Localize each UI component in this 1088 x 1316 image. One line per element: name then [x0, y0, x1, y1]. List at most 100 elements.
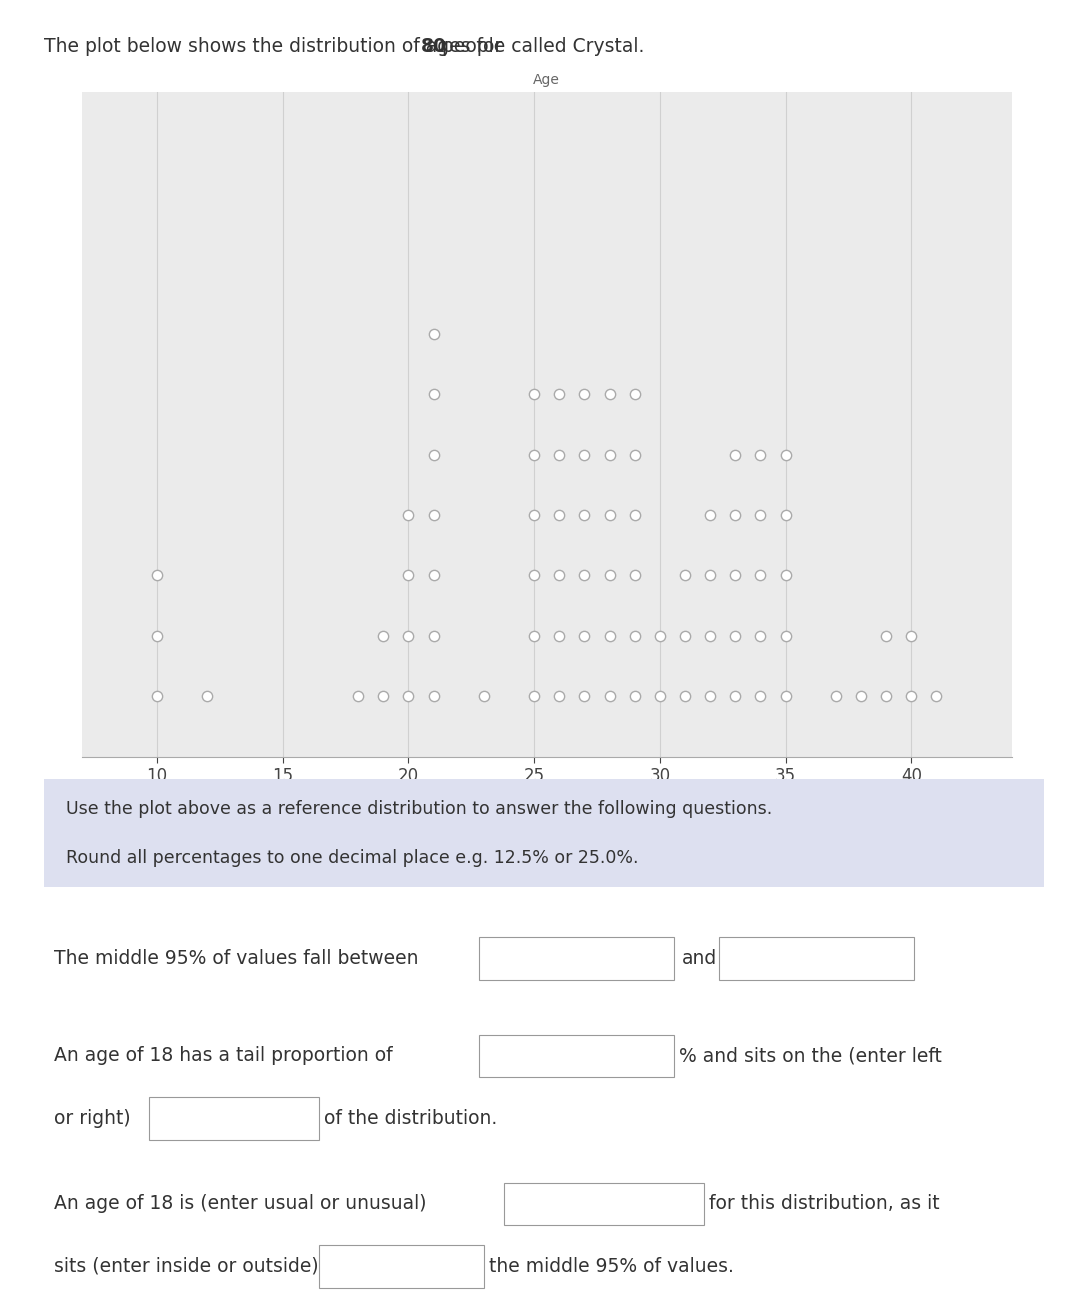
Point	[349, 686, 367, 707]
Point	[752, 443, 769, 465]
Point	[425, 324, 443, 345]
Point	[702, 686, 719, 707]
Text: An age of 18 has a tail proportion of: An age of 18 has a tail proportion of	[53, 1046, 392, 1066]
Text: % and sits on the (enter left: % and sits on the (enter left	[679, 1046, 942, 1066]
Point	[374, 686, 392, 707]
Point	[727, 686, 744, 707]
Point	[677, 565, 694, 586]
Point	[601, 686, 618, 707]
Point	[425, 686, 443, 707]
Text: people called Crystal.: people called Crystal.	[436, 37, 645, 55]
Point	[752, 625, 769, 646]
Point	[601, 565, 618, 586]
Point	[576, 443, 593, 465]
Point	[677, 686, 694, 707]
X-axis label: Age: Age	[532, 794, 561, 808]
Point	[677, 625, 694, 646]
Text: or right): or right)	[53, 1109, 131, 1128]
Point	[727, 565, 744, 586]
Point	[752, 565, 769, 586]
FancyBboxPatch shape	[504, 1183, 704, 1225]
Point	[551, 565, 568, 586]
Point	[425, 384, 443, 405]
Text: and: and	[682, 949, 717, 969]
Point	[651, 625, 668, 646]
Point	[425, 504, 443, 525]
FancyBboxPatch shape	[479, 1034, 675, 1078]
Point	[626, 686, 643, 707]
Point	[526, 686, 543, 707]
Text: An age of 18 is (enter usual or unusual): An age of 18 is (enter usual or unusual)	[53, 1195, 426, 1213]
Point	[777, 443, 794, 465]
Point	[425, 565, 443, 586]
Point	[877, 686, 894, 707]
Point	[651, 686, 668, 707]
Point	[148, 686, 165, 707]
Point	[526, 384, 543, 405]
Point	[576, 384, 593, 405]
Point	[551, 443, 568, 465]
Point	[903, 686, 920, 707]
Point	[777, 625, 794, 646]
Point	[877, 625, 894, 646]
Point	[601, 443, 618, 465]
FancyBboxPatch shape	[319, 1245, 484, 1288]
Point	[425, 625, 443, 646]
Point	[727, 504, 744, 525]
Text: Use the plot above as a reference distribution to answer the following questions: Use the plot above as a reference distri…	[65, 800, 771, 819]
Point	[399, 565, 417, 586]
FancyBboxPatch shape	[28, 778, 1060, 888]
Point	[626, 565, 643, 586]
FancyBboxPatch shape	[149, 1096, 319, 1140]
Point	[626, 625, 643, 646]
Text: The plot below shows the distribution of ages for: The plot below shows the distribution of…	[44, 37, 508, 55]
Point	[576, 565, 593, 586]
FancyBboxPatch shape	[719, 937, 914, 980]
Text: of the distribution.: of the distribution.	[324, 1109, 497, 1128]
Text: Round all percentages to one decimal place e.g. 12.5% or 25.0%.: Round all percentages to one decimal pla…	[65, 849, 638, 867]
Point	[702, 565, 719, 586]
Point	[852, 686, 869, 707]
Point	[526, 625, 543, 646]
Point	[727, 443, 744, 465]
Point	[626, 443, 643, 465]
Point	[475, 686, 493, 707]
Point	[777, 504, 794, 525]
Point	[727, 625, 744, 646]
Text: the middle 95% of values.: the middle 95% of values.	[489, 1257, 733, 1275]
Point	[827, 686, 844, 707]
Point	[199, 686, 217, 707]
Point	[928, 686, 945, 707]
Point	[526, 443, 543, 465]
Point	[576, 625, 593, 646]
Point	[777, 565, 794, 586]
Point	[526, 565, 543, 586]
FancyBboxPatch shape	[479, 937, 675, 980]
Point	[752, 686, 769, 707]
Point	[576, 686, 593, 707]
Point	[903, 625, 920, 646]
Point	[626, 504, 643, 525]
Point	[551, 384, 568, 405]
Point	[399, 504, 417, 525]
Point	[526, 504, 543, 525]
Point	[702, 504, 719, 525]
Point	[601, 384, 618, 405]
Point	[425, 443, 443, 465]
Point	[601, 504, 618, 525]
Point	[399, 686, 417, 707]
Point	[626, 384, 643, 405]
Point	[601, 625, 618, 646]
Point	[551, 504, 568, 525]
Point	[399, 625, 417, 646]
Point	[551, 625, 568, 646]
Point	[148, 625, 165, 646]
Point	[148, 565, 165, 586]
Point	[374, 625, 392, 646]
Point	[752, 504, 769, 525]
Point	[777, 686, 794, 707]
Point	[576, 504, 593, 525]
Text: The middle 95% of values fall between: The middle 95% of values fall between	[53, 949, 418, 969]
Text: 80: 80	[421, 37, 447, 55]
Text: for this distribution, as it: for this distribution, as it	[709, 1195, 940, 1213]
